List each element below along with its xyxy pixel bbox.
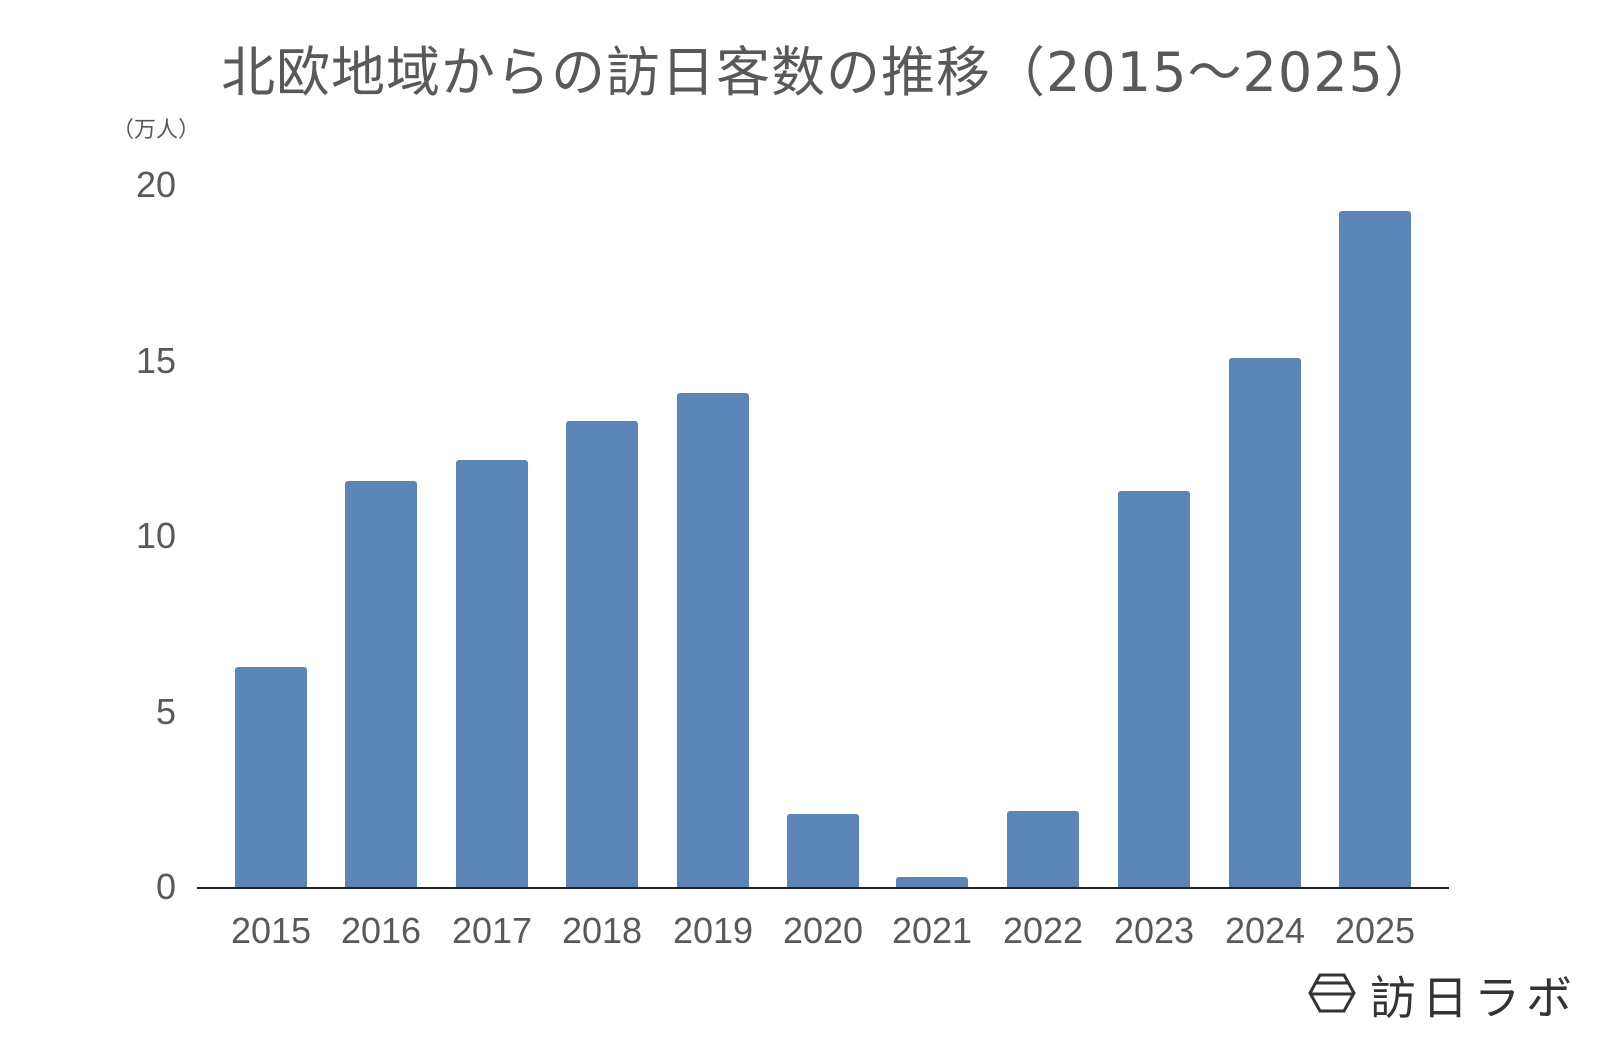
x-tick-label: 2018 [561,910,643,951]
bar-2024 [1229,358,1301,888]
x-tick-label: 2016 [340,910,422,951]
x-tick-label: 2019 [672,910,754,951]
y-tick-label: 15 [135,339,176,381]
brand-name: 訪日ラボ [1370,971,1578,1025]
brand-logo: 訪日ラボ [1308,962,1578,1028]
x-tick-label: 2025 [1334,910,1416,951]
x-tick-label: 2023 [1113,910,1195,951]
x-tick-label: 2024 [1224,910,1306,951]
y-tick-label: 20 [135,164,176,205]
bar-2020 [787,814,859,888]
y-tick-label: 5 [155,690,176,732]
bar-2016 [345,480,417,888]
bar-2018 [566,421,638,888]
plot-area [197,186,1449,888]
y-tick-label: 10 [135,515,176,556]
x-tick-label: 2022 [1002,910,1084,951]
y-axis-unit-label: （万人） [112,118,201,143]
hexagon-logo-icon [1308,972,1356,1019]
bar-2021 [896,877,968,888]
bar-2023 [1118,491,1190,888]
y-tick-label: 0 [155,866,176,907]
x-tick-label: 2021 [891,910,973,951]
bar-2017 [456,459,528,888]
bar-2015 [235,666,307,888]
bar-2019 [677,393,749,888]
chart-title: 北欧地域からの訪日客数の推移（2015～2025） [221,41,1439,104]
x-axis-line [197,887,1449,889]
x-tick-label: 2020 [782,910,864,951]
x-tick-label: 2017 [451,910,533,951]
bar-2025 [1339,210,1411,888]
x-tick-label: 2015 [230,910,312,951]
bar-2022 [1007,810,1079,888]
